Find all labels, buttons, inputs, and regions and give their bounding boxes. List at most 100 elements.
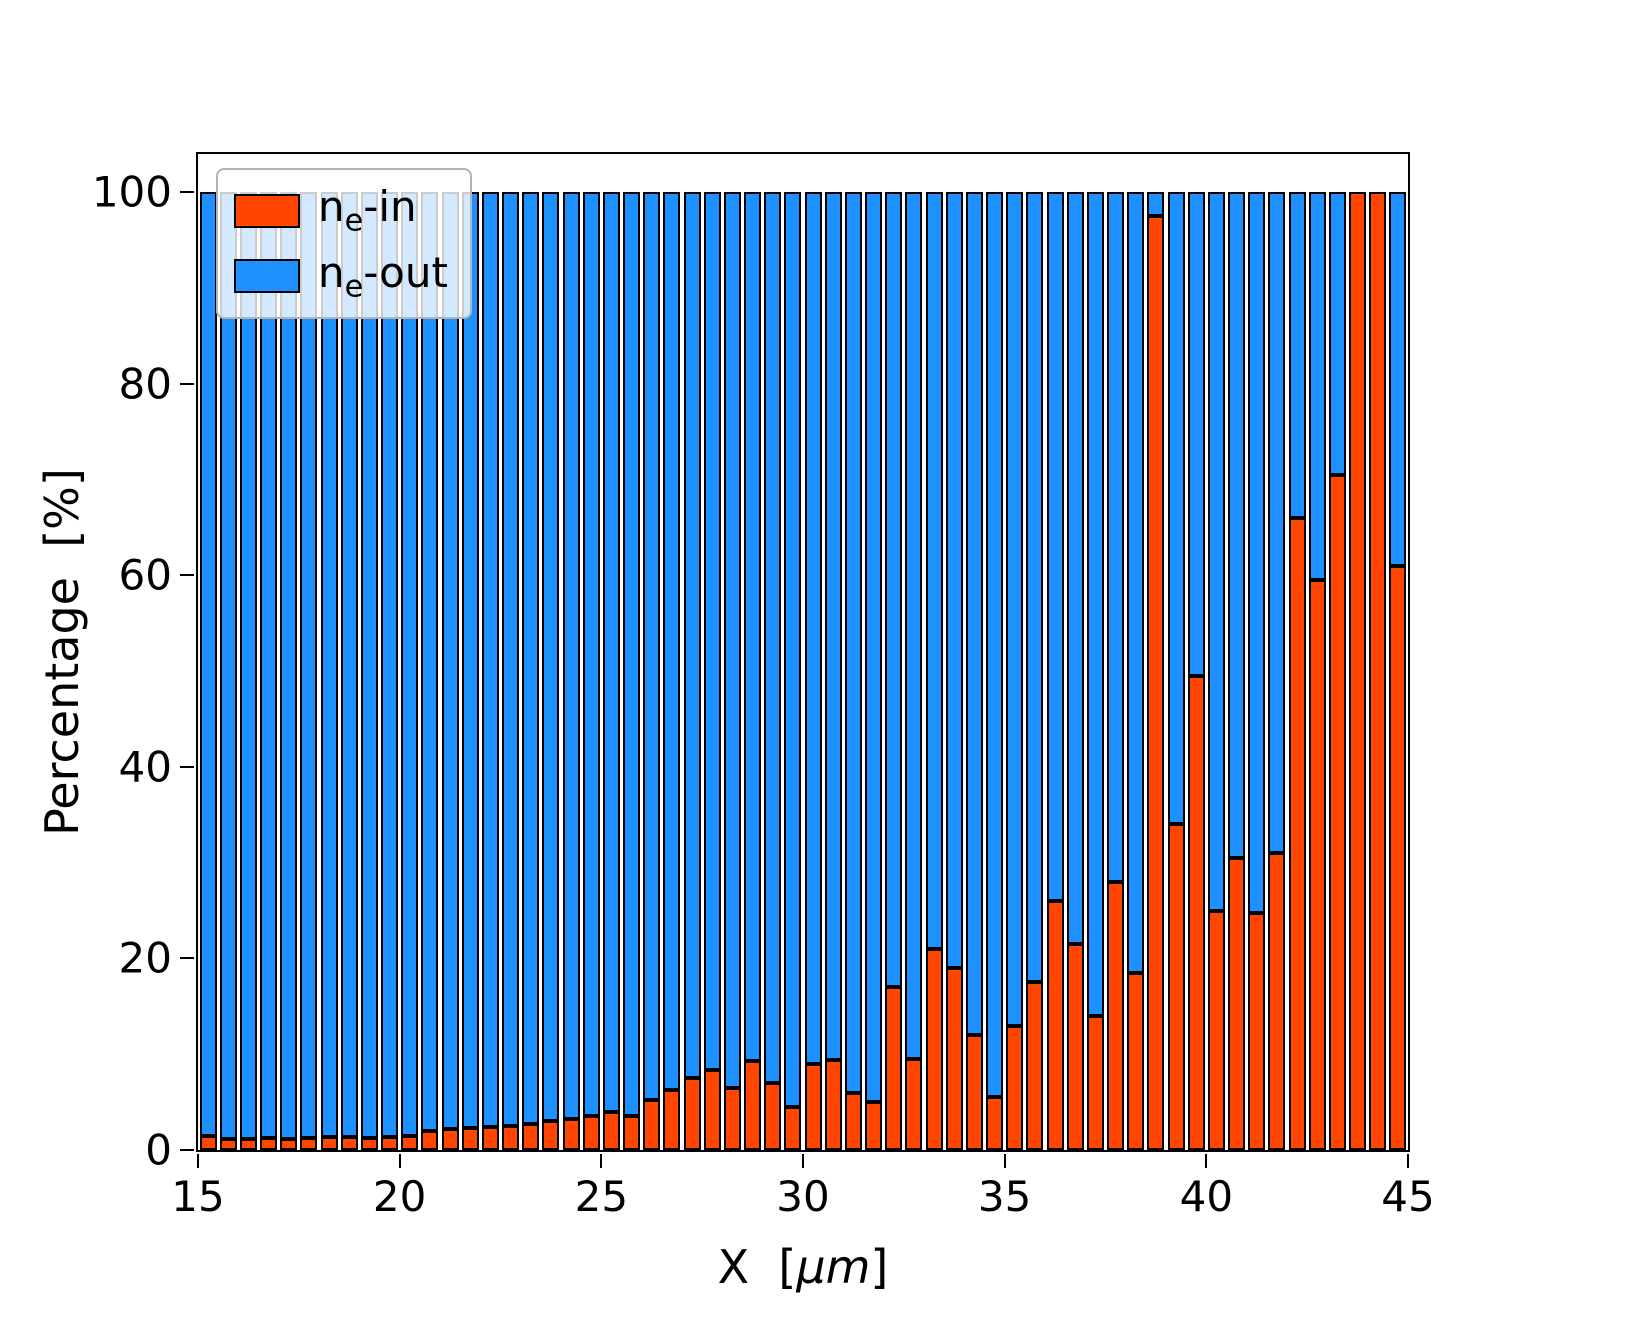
bar-segment-ne-out [844, 192, 862, 1093]
y-tick-label: 100 [91, 167, 172, 217]
bar-segment-ne-in [925, 948, 943, 1150]
bar-segment-ne-out [381, 192, 399, 1137]
y-tick-mark [180, 574, 194, 577]
bar-segment-ne-in [1248, 912, 1266, 1150]
x-tick-label: 20 [372, 1172, 427, 1221]
bar-segment-ne-in [320, 1136, 338, 1150]
bar-segment-ne-out [1228, 192, 1246, 858]
x-tick-mark [600, 1154, 603, 1168]
bar-segment-ne-out [945, 192, 963, 969]
plot-area: ne-in ne-out 15 20 25 30 35 40 45 0 20 40 60 80 100 [92, 152, 1435, 1221]
y-tick-label: 0 [145, 1125, 172, 1175]
bar-segment-ne-out [905, 192, 923, 1060]
bar-segment-ne-in [1167, 824, 1185, 1150]
x-tick-label: 40 [1179, 1172, 1234, 1221]
x-tick-mark [1003, 1154, 1006, 1168]
x-tick-label: 45 [1381, 1172, 1435, 1221]
bar-segment-ne-out [865, 192, 883, 1103]
bar-segment-ne-out [925, 192, 943, 949]
bar-segment-ne-out [239, 192, 257, 1139]
bar-segment-ne-out [602, 192, 620, 1112]
y-axis-label: Percentage [%] [35, 468, 89, 836]
bar-segment-ne-in [280, 1138, 298, 1150]
y-tick-mark [180, 382, 194, 385]
bar-segment-ne-in [1187, 675, 1205, 1150]
bar-segment-ne-in [522, 1124, 540, 1150]
bar-segment-ne-in [219, 1138, 237, 1150]
y-tick-label: 20 [118, 933, 172, 983]
bar-segment-ne-in [239, 1138, 257, 1150]
bar-segment-ne-in [905, 1059, 923, 1150]
bar-segment-ne-in [885, 987, 903, 1150]
bar-segment-ne-in [582, 1116, 600, 1150]
bar-segment-ne-in [562, 1119, 580, 1150]
bar-segment-ne-out [1086, 192, 1104, 1016]
bar-segment-ne-out [320, 192, 338, 1137]
bar-segment-ne-in [1288, 517, 1306, 1150]
bar-segment-ne-out [1046, 192, 1064, 901]
bar-segment-ne-out [1288, 192, 1306, 518]
x-tick-label: 15 [171, 1172, 225, 1221]
bar-segment-ne-in [784, 1106, 802, 1150]
bar-segment-ne-out [562, 192, 580, 1120]
bar-segment-ne-out [461, 192, 479, 1128]
x-axis-label: X [μm] [717, 1240, 889, 1294]
bar-segment-ne-in [1308, 580, 1326, 1150]
bar-segment-ne-in [1127, 972, 1145, 1150]
bar-segment-ne-out [744, 192, 762, 1061]
bar-segment-ne-out [723, 192, 741, 1088]
bar-segment-ne-in [602, 1111, 620, 1150]
bar-segment-ne-out [885, 192, 903, 988]
bar-segment-ne-in [965, 1035, 983, 1150]
bar-segment-ne-in [461, 1127, 479, 1150]
legend-label-ne-in: ne-in [318, 182, 417, 239]
bar-segment-ne-in [824, 1059, 842, 1150]
bar-segment-ne-in [663, 1089, 681, 1150]
legend-label-ne-out: ne-out [318, 247, 448, 305]
bar-segment-ne-out [199, 192, 217, 1136]
bar-segment-ne-out [643, 192, 661, 1101]
bar-segment-ne-out [1167, 192, 1185, 825]
bar-segment-ne-out [1107, 192, 1125, 882]
x-tick-label: 25 [574, 1172, 629, 1221]
bar-segment-ne-in [945, 968, 963, 1150]
bar-segment-ne-out [441, 192, 459, 1129]
bar-segment-ne-out [703, 192, 721, 1070]
bar-segment-ne-in [381, 1136, 399, 1150]
bar-segment-ne-out [986, 192, 1004, 1098]
bar-segment-ne-in [744, 1060, 762, 1150]
bar-segment-ne-in [421, 1130, 439, 1150]
bar-segment-ne-out [1268, 192, 1286, 854]
bar-segment-ne-in [1147, 216, 1165, 1150]
bar-segment-ne-in [1328, 474, 1346, 1150]
bar-segment-ne-out [1147, 192, 1165, 217]
bar-segment-ne-out [1308, 192, 1326, 581]
bar-segment-ne-out [804, 192, 822, 1064]
x-tick-mark [802, 1154, 804, 1168]
legend: ne-in ne-out [216, 168, 472, 320]
bar-segment-ne-out [1187, 192, 1205, 676]
bar-segment-ne-in [865, 1102, 883, 1150]
y-tick-label: 80 [118, 359, 172, 409]
bar-segment-ne-in [1207, 910, 1225, 1150]
bar-segment-ne-out [582, 192, 600, 1117]
legend-swatch-ne-in [234, 193, 300, 228]
bar-segment-ne-in [481, 1127, 499, 1150]
x-tick-mark [1407, 1154, 1409, 1168]
bar-segment-ne-in [300, 1137, 318, 1150]
bar-segment-ne-in [723, 1087, 741, 1150]
y-tick-mark [180, 1149, 194, 1151]
bar-segment-ne-out [360, 192, 378, 1138]
bar-segment-ne-out [1066, 192, 1084, 945]
bar-segment-ne-in [260, 1137, 278, 1150]
bar-segment-ne-in [340, 1136, 358, 1150]
y-tick-label: 60 [118, 550, 172, 600]
bar-segment-ne-in [844, 1092, 862, 1150]
bar-segment-ne-in [986, 1097, 1004, 1150]
bar-segment-ne-out [1026, 192, 1044, 983]
bar-segment-ne-out [663, 192, 681, 1090]
x-tick-label: 30 [776, 1172, 830, 1221]
bar-segment-ne-in [199, 1135, 217, 1150]
bar-segment-ne-in [623, 1115, 641, 1150]
